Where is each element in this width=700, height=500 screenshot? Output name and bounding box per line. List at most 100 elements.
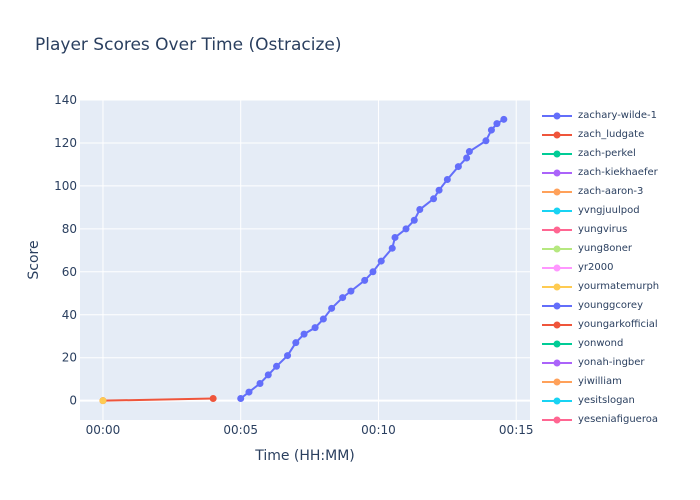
- plot-area[interactable]: [80, 100, 530, 420]
- chart-title: Player Scores Over Time (Ostracize): [35, 35, 342, 55]
- legend-item[interactable]: yr2000: [540, 258, 670, 277]
- legend-marker-icon: [542, 416, 572, 423]
- data-point: [339, 294, 347, 302]
- series-yourmatemurph: [99, 397, 107, 405]
- legend-item[interactable]: zachary-wilde-1: [540, 106, 670, 125]
- y-tick-label: 60: [62, 265, 77, 279]
- data-point: [237, 395, 245, 403]
- data-point: [402, 225, 410, 233]
- y-tick-label: 140: [54, 93, 77, 107]
- y-tick-label: 100: [54, 179, 77, 193]
- y-tick-label: 80: [62, 222, 77, 236]
- legend-label: zach-kiekhaefer: [578, 167, 658, 178]
- data-point: [245, 388, 253, 396]
- legend-marker-icon: [542, 245, 572, 252]
- legend-item[interactable]: yiwilliam: [540, 372, 670, 391]
- legend-marker-icon: [542, 264, 572, 271]
- legend-label: zach-perkel: [578, 148, 636, 159]
- data-point: [377, 257, 385, 265]
- data-point: [443, 175, 451, 183]
- legend-item[interactable]: younggcorey: [540, 296, 670, 315]
- legend-item[interactable]: zach-perkel: [540, 144, 670, 163]
- data-point: [273, 362, 281, 370]
- data-point: [256, 379, 264, 387]
- legend-marker-icon: [542, 397, 572, 404]
- data-point: [264, 371, 272, 379]
- data-point: [416, 206, 424, 214]
- legend-item[interactable]: yungvirus: [540, 220, 670, 239]
- legend-label: yr2000: [578, 262, 614, 273]
- y-tick-label: 40: [62, 308, 77, 322]
- legend-marker-icon: [542, 150, 572, 157]
- data-point: [300, 330, 308, 338]
- data-point: [391, 233, 399, 241]
- legend-label: youngarkofficial: [578, 319, 658, 330]
- y-tick-label: 120: [54, 136, 77, 150]
- legend-marker-icon: [542, 169, 572, 176]
- data-point: [454, 163, 462, 171]
- data-point: [209, 395, 217, 403]
- data-point: [369, 268, 377, 276]
- legend-label: yungvirus: [578, 224, 628, 235]
- legend-item[interactable]: yung8oner: [540, 239, 670, 258]
- series-line: [102, 397, 214, 402]
- legend-label: yourmatemurph: [578, 281, 660, 292]
- legend-item[interactable]: yeseniafigueroa: [540, 410, 670, 424]
- series-zachary-wilde-1: [237, 115, 508, 403]
- legend-label: zach-aaron-3: [578, 186, 644, 197]
- x-tick-label: 00:10: [361, 423, 396, 437]
- legend-item[interactable]: zach-aaron-3: [540, 182, 670, 201]
- legend-item[interactable]: yourmatemurph: [540, 277, 670, 296]
- data-point: [465, 148, 473, 156]
- legend-marker-icon: [542, 207, 572, 214]
- legend-item[interactable]: yonah-ingber: [540, 353, 670, 372]
- legend-item[interactable]: youngarkofficial: [540, 315, 670, 334]
- legend-label: yonwond: [578, 338, 624, 349]
- legend-label: younggcorey: [578, 300, 643, 311]
- data-point: [284, 352, 292, 360]
- legend-marker-icon: [542, 378, 572, 385]
- legend-label: yvngjuulpod: [578, 205, 640, 216]
- legend-marker-icon: [542, 359, 572, 366]
- legend-label: zachary-wilde-1: [578, 110, 658, 121]
- legend-marker-icon: [542, 283, 572, 290]
- data-point: [292, 339, 300, 347]
- legend-item[interactable]: zach-kiekhaefer: [540, 163, 670, 182]
- legend[interactable]: zachary-wilde-1 zach_ludgate zach-perkel za…: [540, 106, 670, 424]
- legend-item[interactable]: zach_ludgate: [540, 125, 670, 144]
- y-tick-label: 20: [62, 351, 77, 365]
- x-tick-label: 00:05: [223, 423, 258, 437]
- legend-label: yesitslogan: [578, 395, 635, 406]
- legend-marker-icon: [542, 321, 572, 328]
- data-point: [361, 276, 369, 284]
- data-point: [410, 216, 418, 224]
- data-point: [347, 287, 355, 295]
- y-axis-label: Score: [26, 240, 42, 279]
- legend-item[interactable]: yesitslogan: [540, 391, 670, 410]
- y-tick-label: 0: [69, 394, 77, 408]
- legend-item[interactable]: yvngjuulpod: [540, 201, 670, 220]
- x-axis-label: Time (HH:MM): [254, 448, 355, 464]
- x-tick-label: 00:00: [86, 423, 121, 437]
- data-point: [430, 195, 438, 203]
- data-point: [500, 115, 508, 123]
- legend-label: yonah-ingber: [578, 357, 645, 368]
- legend-item[interactable]: yonwond: [540, 334, 670, 353]
- legend-label: yeseniafigueroa: [578, 414, 658, 424]
- data-point: [493, 120, 501, 128]
- data-point: [482, 137, 490, 145]
- legend-marker-icon: [542, 302, 572, 309]
- data-point: [463, 154, 471, 162]
- legend-marker-icon: [542, 188, 572, 195]
- legend-marker-icon: [542, 112, 572, 119]
- data-point: [99, 397, 107, 405]
- legend-label: zach_ludgate: [578, 129, 645, 140]
- x-tick-label: 00:15: [499, 423, 534, 437]
- data-point: [319, 315, 327, 323]
- data-point: [388, 244, 396, 252]
- legend-label: yiwilliam: [578, 376, 622, 387]
- legend-label: yung8oner: [578, 243, 633, 254]
- legend-marker-icon: [542, 340, 572, 347]
